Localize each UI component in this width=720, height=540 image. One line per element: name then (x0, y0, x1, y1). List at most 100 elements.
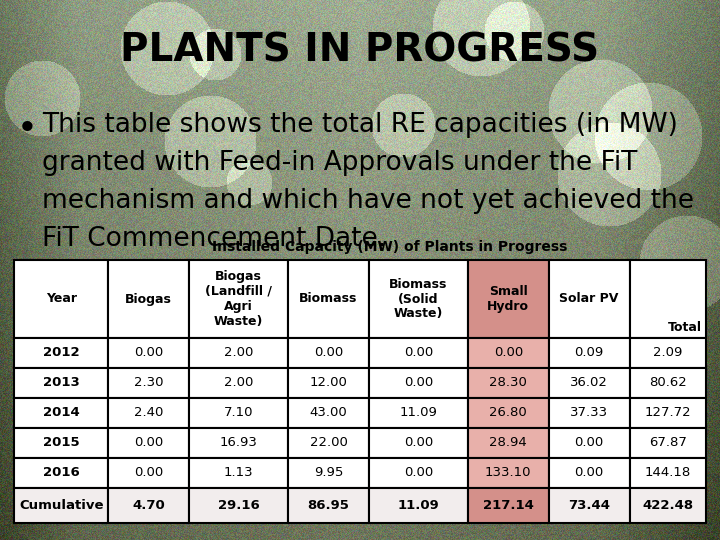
Text: 9.95: 9.95 (314, 467, 343, 480)
Bar (549, 398, 629, 428)
Text: 26.80: 26.80 (490, 407, 527, 420)
Bar (109, 398, 189, 428)
Text: 12.00: 12.00 (310, 376, 348, 389)
Text: This table shows the total RE capacities (in MW): This table shows the total RE capacities… (42, 112, 678, 138)
Text: 0.00: 0.00 (404, 376, 433, 389)
Text: 7.10: 7.10 (224, 407, 253, 420)
Bar (189, 458, 288, 488)
Bar (189, 488, 288, 523)
Bar (189, 368, 288, 398)
Text: Biomass
(Solid
Waste): Biomass (Solid Waste) (390, 278, 448, 321)
Bar (109, 338, 189, 368)
Bar (14, 488, 109, 523)
Bar (369, 488, 468, 523)
Text: Biogas
(Landfill /
Agri
Waste): Biogas (Landfill / Agri Waste) (205, 270, 272, 328)
Text: 0.00: 0.00 (134, 347, 163, 360)
Text: PLANTS IN PROGRESS: PLANTS IN PROGRESS (120, 31, 600, 69)
Bar (288, 260, 369, 338)
Text: 0.09: 0.09 (575, 347, 604, 360)
Text: 0.00: 0.00 (134, 467, 163, 480)
Bar (189, 428, 288, 458)
Text: granted with Feed-in Approvals under the FiT: granted with Feed-in Approvals under the… (42, 150, 637, 176)
Text: mechanism and which have not yet achieved the: mechanism and which have not yet achieve… (42, 188, 694, 214)
Bar (369, 428, 468, 458)
Text: 16.93: 16.93 (220, 436, 258, 449)
Text: 2012: 2012 (43, 347, 79, 360)
Bar (369, 368, 468, 398)
Bar (109, 458, 189, 488)
Bar (468, 398, 549, 428)
Bar (549, 260, 629, 338)
Bar (288, 338, 369, 368)
Text: Year: Year (45, 293, 77, 306)
Bar (468, 338, 549, 368)
Text: 11.09: 11.09 (400, 407, 437, 420)
Bar (629, 398, 706, 428)
Bar (288, 368, 369, 398)
Text: Small
Hydro: Small Hydro (487, 285, 529, 313)
Text: 1.13: 1.13 (224, 467, 253, 480)
Text: 0.00: 0.00 (134, 436, 163, 449)
Bar (288, 458, 369, 488)
Text: Biomass: Biomass (300, 293, 358, 306)
Bar (468, 488, 549, 523)
Text: 73.44: 73.44 (568, 499, 610, 512)
Text: 11.09: 11.09 (397, 499, 439, 512)
Text: 36.02: 36.02 (570, 376, 608, 389)
Text: 37.33: 37.33 (570, 407, 608, 420)
Text: 144.18: 144.18 (644, 467, 691, 480)
Bar (14, 398, 109, 428)
Text: 2013: 2013 (42, 376, 79, 389)
Text: 2.00: 2.00 (224, 347, 253, 360)
Bar (629, 428, 706, 458)
Bar (629, 368, 706, 398)
Bar (369, 458, 468, 488)
Bar (369, 338, 468, 368)
Text: 0.00: 0.00 (575, 436, 604, 449)
Text: 422.48: 422.48 (642, 499, 693, 512)
Bar (288, 488, 369, 523)
Bar (14, 338, 109, 368)
Text: Installed Capacity (MW) of Plants in Progress: Installed Capacity (MW) of Plants in Pro… (212, 240, 567, 254)
Text: 28.30: 28.30 (490, 376, 527, 389)
Text: FiT Commencement Date.: FiT Commencement Date. (42, 226, 386, 252)
Text: Total: Total (668, 321, 702, 334)
Bar (629, 458, 706, 488)
Bar (109, 260, 189, 338)
Bar (14, 458, 109, 488)
Bar (369, 398, 468, 428)
Text: 0.00: 0.00 (575, 467, 604, 480)
Text: 2.00: 2.00 (224, 376, 253, 389)
Bar (288, 398, 369, 428)
Bar (468, 260, 549, 338)
Text: 127.72: 127.72 (644, 407, 691, 420)
Bar (629, 488, 706, 523)
Bar (14, 428, 109, 458)
Bar (468, 428, 549, 458)
Bar (468, 458, 549, 488)
Text: 2.30: 2.30 (134, 376, 163, 389)
Bar (549, 368, 629, 398)
Bar (369, 260, 468, 338)
Bar (629, 260, 706, 338)
Bar (14, 260, 109, 338)
Text: Biogas: Biogas (125, 293, 172, 306)
Text: 2016: 2016 (42, 467, 79, 480)
Text: Solar PV: Solar PV (559, 293, 619, 306)
Bar (109, 368, 189, 398)
Bar (549, 488, 629, 523)
Text: 2.09: 2.09 (653, 347, 683, 360)
Text: •: • (18, 115, 37, 143)
Bar (549, 428, 629, 458)
Text: 28.94: 28.94 (490, 436, 527, 449)
Bar (549, 338, 629, 368)
Text: 0.00: 0.00 (404, 436, 433, 449)
Text: 0.00: 0.00 (404, 347, 433, 360)
Bar (468, 368, 549, 398)
Bar (629, 338, 706, 368)
Bar (109, 488, 189, 523)
Text: 4.70: 4.70 (132, 499, 165, 512)
Text: 0.00: 0.00 (404, 467, 433, 480)
Bar (189, 398, 288, 428)
Text: 86.95: 86.95 (307, 499, 349, 512)
